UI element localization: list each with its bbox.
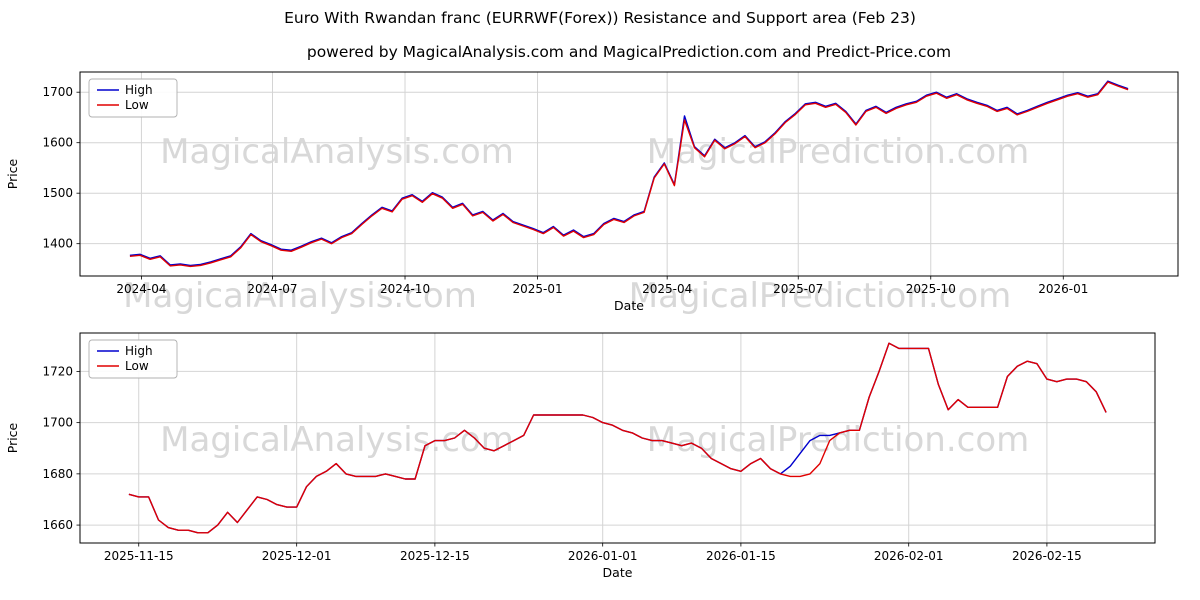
y-tick-label: 1660: [42, 518, 73, 532]
gridlines: [80, 333, 1155, 543]
x-tick-label: 2025-07: [773, 282, 823, 296]
plot-frame: [79, 332, 1156, 544]
tick-marks: [76, 91, 1064, 280]
legend-box: [88, 339, 178, 379]
plot-frame: [79, 71, 1179, 277]
x-tick-label: 2026-01-01: [568, 549, 638, 563]
y-tick-label: 1600: [42, 136, 73, 150]
top-chart: 2024-04 2024-07 2024-10 2025-01 2025-04 2025-…: [5, 71, 1179, 313]
gridlines: [80, 72, 1178, 276]
x-axis-label: Date: [614, 298, 644, 313]
bottom-chart: 2025-11-15 2025-12-01 2025-12-15 2026-01-01…: [5, 332, 1156, 580]
y-tick-label: 1400: [42, 237, 73, 251]
x-tick-label: 2024-04: [116, 282, 166, 296]
x-tick-label: 2026-02-01: [874, 549, 944, 563]
y-tick-label: 1500: [42, 186, 73, 200]
watermark-prediction: MagicalPrediction.com: [646, 420, 1030, 460]
x-tick-label: 2025-10: [906, 282, 956, 296]
x-tick-label: 2026-01-15: [706, 549, 776, 563]
tick-marks: [76, 371, 1048, 547]
legend-low-label: Low: [125, 359, 149, 373]
y-tick-label: 1700: [42, 85, 73, 99]
y-tick-label: 1720: [42, 364, 73, 378]
low-series-line: [128, 342, 1107, 534]
legend-high-label: High: [125, 83, 153, 97]
figure-title: Euro With Rwandan franc (EURRWF(Forex)) …: [284, 9, 916, 27]
series-lines: [129, 80, 1129, 268]
x-tick-label: 2025-01: [512, 282, 562, 296]
tick-labels: 2024-04 2024-07 2024-10 2025-01 2025-04 2025-…: [42, 85, 1088, 296]
y-axis-label: Price: [5, 422, 20, 453]
x-tick-label: 2026-01: [1038, 282, 1088, 296]
x-tick-label: 2024-07: [247, 282, 297, 296]
watermark-prediction: MagicalPrediction.com: [628, 276, 1012, 316]
y-tick-label: 1680: [42, 467, 73, 481]
x-tick-label: 2025-12-01: [262, 549, 332, 563]
watermark-analysis: MagicalAnalysis.com: [160, 132, 514, 172]
legend-high-label: High: [125, 344, 153, 358]
x-tick-label: 2025-12-15: [400, 549, 470, 563]
y-tick-label: 1700: [42, 416, 73, 430]
x-tick-label: 2025-04: [642, 282, 692, 296]
x-tick-label: 2024-10: [380, 282, 430, 296]
x-tick-label: 2025-11-15: [104, 549, 174, 563]
legend-low-label: Low: [125, 98, 149, 112]
tick-labels: 2025-11-15 2025-12-01 2025-12-15 2026-01-01…: [42, 364, 1081, 563]
watermark-analysis: MagicalAnalysis.com: [160, 420, 514, 460]
series-lines: [128, 342, 1107, 534]
high-series-line: [129, 80, 1129, 267]
watermark-analysis: MagicalAnalysis.com: [123, 276, 477, 316]
watermark-prediction: MagicalPrediction.com: [646, 132, 1030, 172]
low-series-line: [129, 81, 1129, 268]
y-axis-label: Price: [5, 158, 20, 189]
x-tick-label: 2026-02-15: [1012, 549, 1082, 563]
x-axis-label: Date: [603, 565, 633, 580]
legend-box: [88, 78, 178, 118]
figure-subtitle: powered by MagicalAnalysis.com and Magic…: [306, 43, 952, 61]
